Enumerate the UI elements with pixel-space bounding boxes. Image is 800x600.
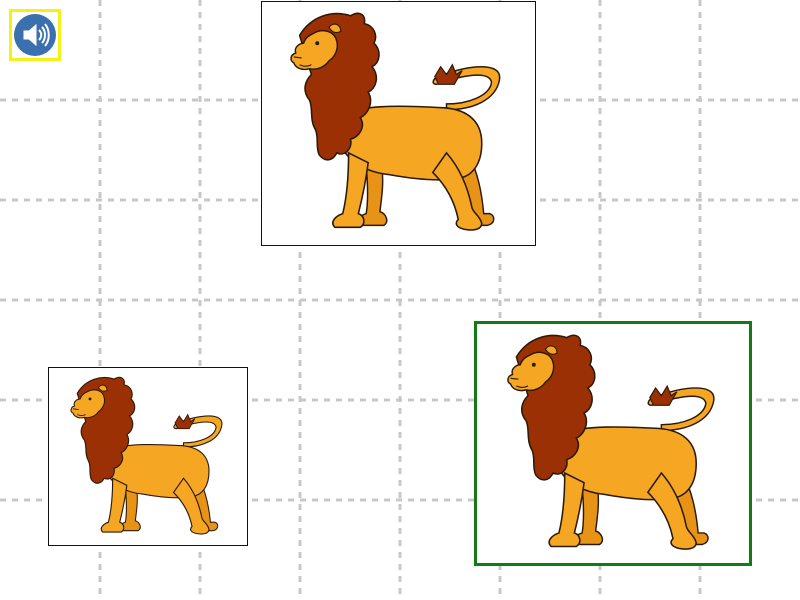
speaker-icon — [23, 23, 50, 47]
lion-illustration — [507, 334, 715, 550]
choice-lion-card-selected[interactable] — [474, 321, 752, 566]
lion-illustration — [70, 376, 223, 535]
play-sound-button[interactable] — [9, 9, 61, 61]
lion-illustration — [290, 12, 501, 231]
target-lion-card — [261, 1, 536, 246]
choice-lion-card-small[interactable] — [48, 367, 248, 546]
sound-button-circle — [14, 14, 56, 56]
